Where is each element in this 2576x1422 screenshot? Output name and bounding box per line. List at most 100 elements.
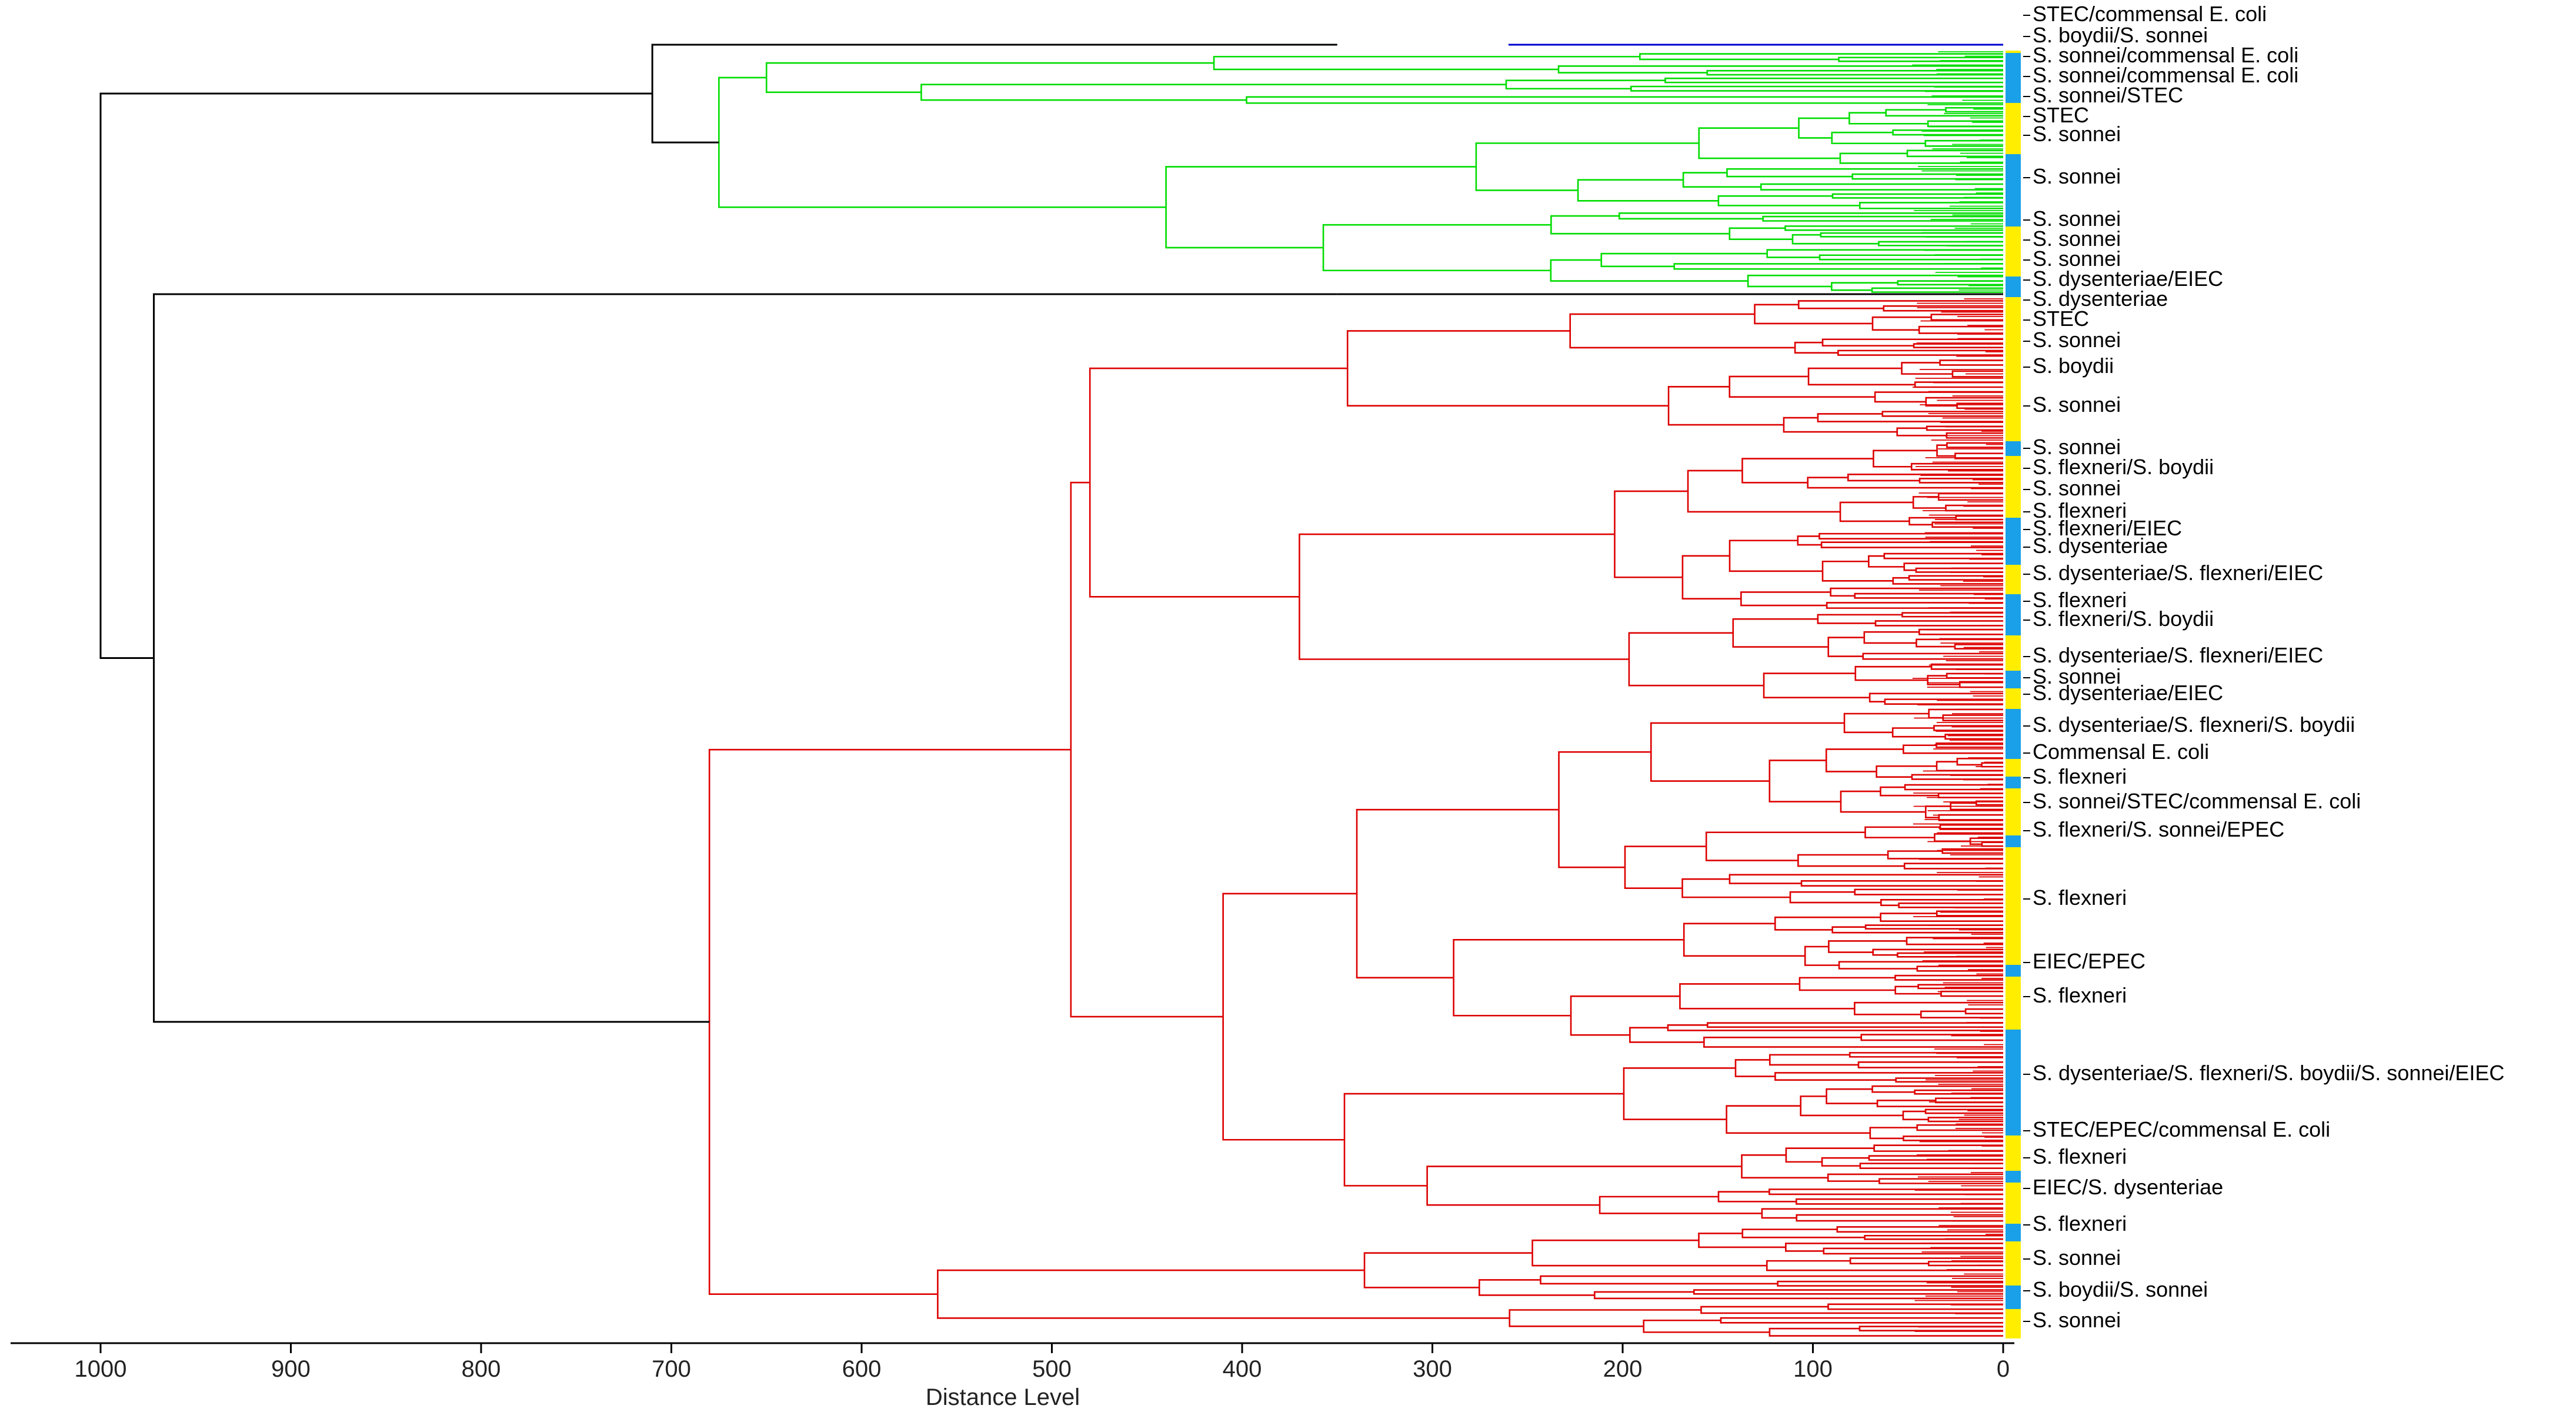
leaf-label: STEC [2033,103,2089,127]
dendrogram-link [1911,774,2003,780]
dendrogram-link [1679,983,1855,1010]
dendrogram-link [1763,672,1870,699]
dendrogram-link [1924,139,2003,147]
leaf-label: S. sonnei [2033,664,2121,688]
strip-segment [2006,277,2021,297]
leaf-label: S. dysenteriae/EIEC [2033,267,2223,291]
dendrogram-link [1740,591,1831,607]
dendrogram-link [1931,521,2003,528]
dendrogram-link [1550,259,1749,282]
strip-segment [2006,297,2021,441]
strip-segment [2006,53,2021,103]
dendrogram-link [1840,790,1926,813]
dendrogram-link [1892,129,2003,136]
dendrogram-link [1630,85,2003,92]
dendrogram-link [1938,814,2003,821]
dendrogram-link [1926,425,2003,431]
leaf-label: S. sonnei [2033,207,2121,231]
dendrogram-link [1807,477,2003,489]
dendrogram-link [1868,1155,2003,1161]
leaf-label: S. boydii/S. sonnei [2033,1277,2208,1301]
dendrogram-link [1925,397,2003,407]
dendrogram-link [1827,1173,2003,1182]
strip-segment [2006,709,2021,759]
dendrogram-link [1939,824,2003,830]
strip-segment [2006,1224,2021,1241]
dendrogram-link [1837,349,2003,356]
dendrogram-link [1741,1228,1865,1238]
dendrogram-link [1800,880,2003,887]
cluster-color-strip [2006,51,2021,1338]
strip-segment [2006,977,2021,1030]
leaf-label: S. flexneri [2033,885,2127,910]
leaf-label: S. flexneri/S. sonnei/EPEC [2033,817,2284,841]
dendrogram-link [1732,618,1828,648]
dendrogram-link [1821,1157,1869,1167]
tick-label: 400 [1223,1356,1262,1382]
leaf-label: S. sonnei [2033,476,2121,500]
dendrogram-link [937,1269,1510,1319]
dendrogram-link [1914,1089,2003,1095]
dendrogram-link [1769,1188,2003,1195]
dendrogram-link [1945,106,2003,113]
dendrogram-link [1887,850,2003,860]
dendrogram-link [1828,940,1907,953]
strip-segment [2006,1286,2021,1309]
dendrogram-link [1880,786,1939,797]
dendrogram-link [1854,592,2003,599]
strip-segment [2006,835,2021,847]
leaf-label: S. sonnei [2033,227,2121,251]
dendrogram-link [1681,878,1790,898]
dendrogram-link [1897,952,2003,958]
dendrogram-link [1734,1059,1776,1077]
dendrogram-link [1475,142,1699,191]
dendrogram-link [1785,1243,2003,1252]
dendrogram-link [1916,638,2003,648]
dendrogram-link [1954,452,2003,459]
dendrogram-link [1956,402,2003,409]
dendrogram-link [1741,1154,1828,1179]
dendrogram-link [1797,300,2003,309]
dendrogram-tree [99,44,2003,1337]
leaf-label: S. flexneri [2033,1211,2127,1235]
dendrogram-link [1916,1124,2003,1131]
dendrogram-link [1950,802,2003,811]
dendrogram-link [1667,386,1784,426]
dendrogram-link [1531,1239,1767,1267]
dendrogram-link [1599,1195,1762,1214]
leaf-label: S. flexneri [2033,588,2127,612]
leaf-label: S. sonnei [2033,122,2121,146]
dendrogram-link [1937,792,2003,798]
strip-segment [2006,1171,2021,1183]
leaf-label: S. boydii [2033,354,2114,378]
dendrogram-link [1918,628,2003,635]
dendrogram-link [1729,227,1793,240]
dendrogram-link [1924,1108,2003,1114]
dendrogram-link [1789,891,1881,904]
dendrogram-link [1760,183,2003,191]
leaf-label: S. sonnei [2033,1308,2121,1332]
dendrogram-link [1913,343,2003,348]
dendrogram-link [1917,984,2003,990]
axis-title: Distance Level [926,1384,1080,1410]
tick-label: 600 [842,1356,882,1382]
dendrogram-link [1831,131,1926,145]
leaf-label: S. flexneri [2033,764,2127,788]
dendrogram-link [1569,313,1796,349]
dendrogram-link [1848,1052,2003,1058]
strip-segment [2006,847,2021,965]
dendrogram-link [1874,620,2003,627]
dendrogram-link [1937,492,2003,501]
dendrogram-link [1827,1303,2003,1310]
strip-segment [2006,594,2021,635]
strip-segment [2006,759,2021,777]
root-link [651,44,1337,144]
dendrogram-link [1453,939,1684,1017]
dendrogram-link [1165,166,1476,249]
dendrogram-link [1703,1036,2003,1048]
leaf-label: S. sonnei [2033,164,2121,188]
strip-segment [2006,51,2021,53]
dendrogram-link [1777,1280,2003,1287]
dendrogram-link [1944,734,2003,740]
